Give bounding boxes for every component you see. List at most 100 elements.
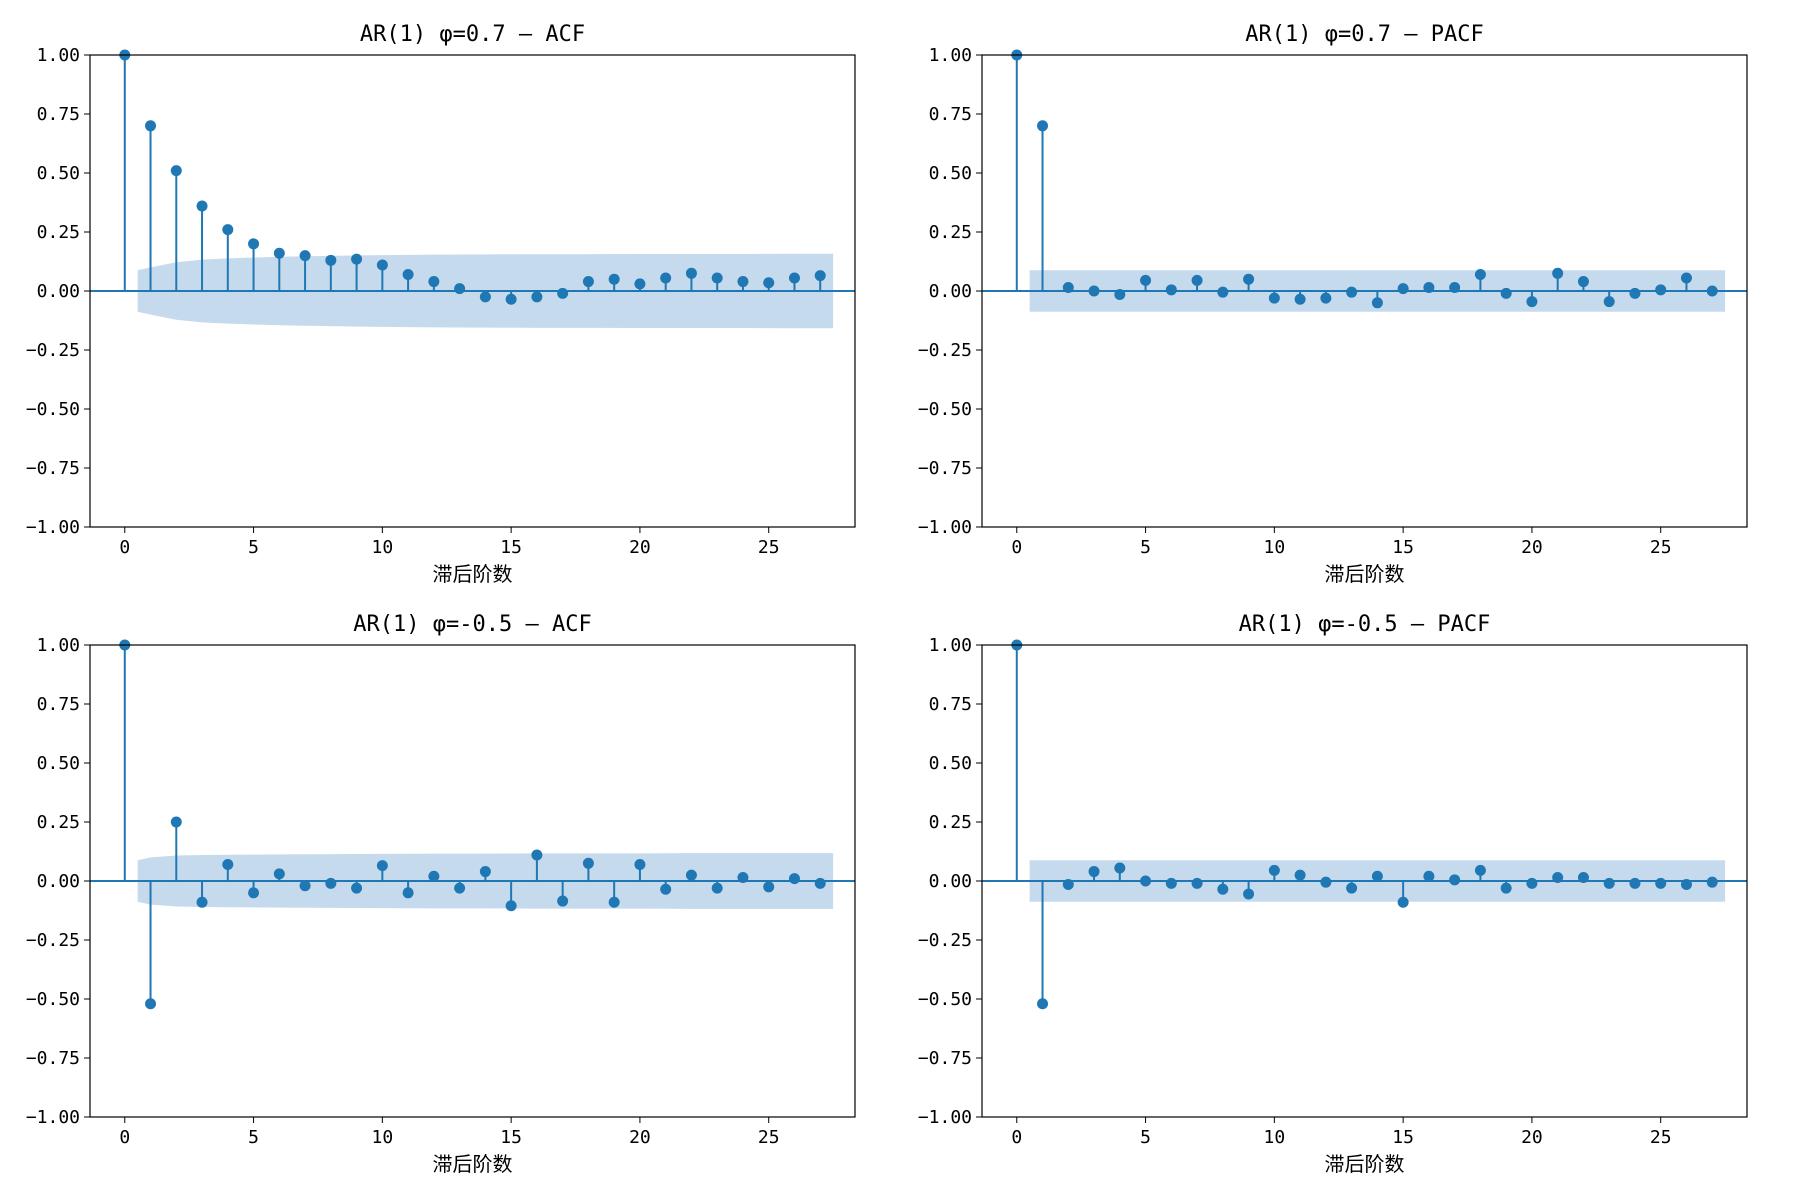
x-tick-label: 5 [1140,1127,1151,1148]
y-tick-label: −0.75 [26,1048,80,1069]
subplot-ar1-phi-neg05-acf: 0 5 10 15 20 25 −1.00 −0.75 −0.50 −0.25 0.00 0.25 0.… [26,612,856,1176]
x-tick-label: 0 [119,1127,130,1148]
stem-marker [376,259,388,271]
x-tick-label: 20 [1521,537,1543,558]
stem-marker [1088,866,1100,878]
stem-marker [685,869,697,881]
stem-marker [1655,284,1667,296]
y-tick-label: 1.00 [37,635,80,656]
stem-marker [1500,287,1512,299]
stem-marker [1552,871,1564,883]
stem-marker [788,272,800,284]
stem-marker [145,998,157,1010]
y-tick-label: −0.75 [26,458,80,479]
stem-marker [273,868,285,880]
stem-marker [1165,877,1177,889]
y-tick-label: 0.75 [37,104,80,125]
x-axis-label: 滞后阶数 [1325,562,1405,586]
y-tick-label: 1.00 [37,45,80,66]
stem-marker [1037,998,1049,1010]
stem-marker [505,900,517,912]
stem-marker [273,247,285,259]
stem-marker [1423,281,1435,293]
stem-marker [557,895,569,907]
y-tick-label: −0.25 [918,340,972,361]
y-tick-label: 0.25 [929,222,972,243]
y-tick-label: 1.00 [929,45,972,66]
x-tick-label: 0 [1011,1127,1022,1148]
y-tick-label: 0.00 [37,871,80,892]
y-tick-label: 0.75 [929,694,972,715]
stem-marker [1474,268,1486,280]
stem-marker [660,883,672,895]
stem-marker [557,287,569,299]
stem-marker [608,273,620,285]
stem-marker [454,882,466,894]
stem-marker [1629,287,1641,299]
stem-marker [711,882,723,894]
x-tick-label: 0 [1011,537,1022,558]
stem-marker [1346,882,1358,894]
stem-marker [1062,281,1074,293]
x-tick-label: 25 [1650,537,1672,558]
y-tick-label: −1.00 [918,1107,972,1128]
y-tick-label: −0.50 [918,989,972,1010]
stem-marker [1346,286,1358,298]
stem-marker [1680,272,1692,284]
chart-title: AR(1) φ=-0.5 — PACF [1239,612,1491,637]
stem-marker [1294,869,1306,881]
stem-marker [582,857,594,869]
x-tick-label: 15 [500,537,522,558]
y-tick-label: −0.50 [26,989,80,1010]
y-tick-label: 0.25 [37,222,80,243]
x-tick-label: 0 [119,537,130,558]
stem-marker [788,873,800,885]
x-tick-label: 5 [248,1127,259,1148]
y-tick-label: 0.25 [37,812,80,833]
stem-marker [351,253,363,265]
stem-marker [1191,877,1203,889]
y-tick-label: 0.25 [929,812,972,833]
stem-marker [428,276,440,288]
stem-marker [531,291,543,303]
stem-marker [299,880,311,892]
y-tick-label: −1.00 [26,1107,80,1128]
y-tick-label: −0.50 [918,399,972,420]
stem-marker [1577,871,1589,883]
y-tick-label: 0.00 [929,871,972,892]
stem-marker [814,877,826,889]
y-tick-label: −0.50 [26,399,80,420]
stem-marker [1088,285,1100,297]
stem-marker [1449,874,1461,886]
y-tick-label: −0.75 [918,1048,972,1069]
chart-title: AR(1) φ=0.7 — PACF [1245,22,1483,47]
y-tick-label: 0.75 [929,104,972,125]
stem-marker [1268,864,1280,876]
stem-marker [325,877,337,889]
stem-marker [1140,875,1152,887]
stem-marker [1680,879,1692,891]
y-tick-label: −0.25 [918,930,972,951]
stem-marker [1243,888,1255,900]
stem-marker [1114,862,1126,874]
x-axis-label: 滞后阶数 [1325,1152,1405,1176]
stem-marker [454,283,466,295]
y-tick-label: 0.50 [37,163,80,184]
x-axis-label: 滞后阶数 [433,562,513,586]
subplot-ar1-phi-neg05-pacf: 0 5 10 15 20 25 −1.00 −0.75 −0.50 −0.25 0.00 0.25 0.… [918,612,1748,1176]
x-tick-label: 10 [1264,537,1286,558]
stem-marker [1062,879,1074,891]
y-tick-label: 0.50 [37,753,80,774]
stem-marker [196,200,208,212]
stem-marker [1140,274,1152,286]
stem-marker [763,881,775,893]
stem-marker [737,871,749,883]
stem-marker [145,120,157,132]
stem-marker [1217,286,1229,298]
stem-marker [1706,876,1718,888]
stem-marker [402,887,414,899]
stem-marker [1526,296,1538,308]
stem-marker [660,272,672,284]
stem-marker [1449,281,1461,293]
stem-marker [1165,284,1177,296]
